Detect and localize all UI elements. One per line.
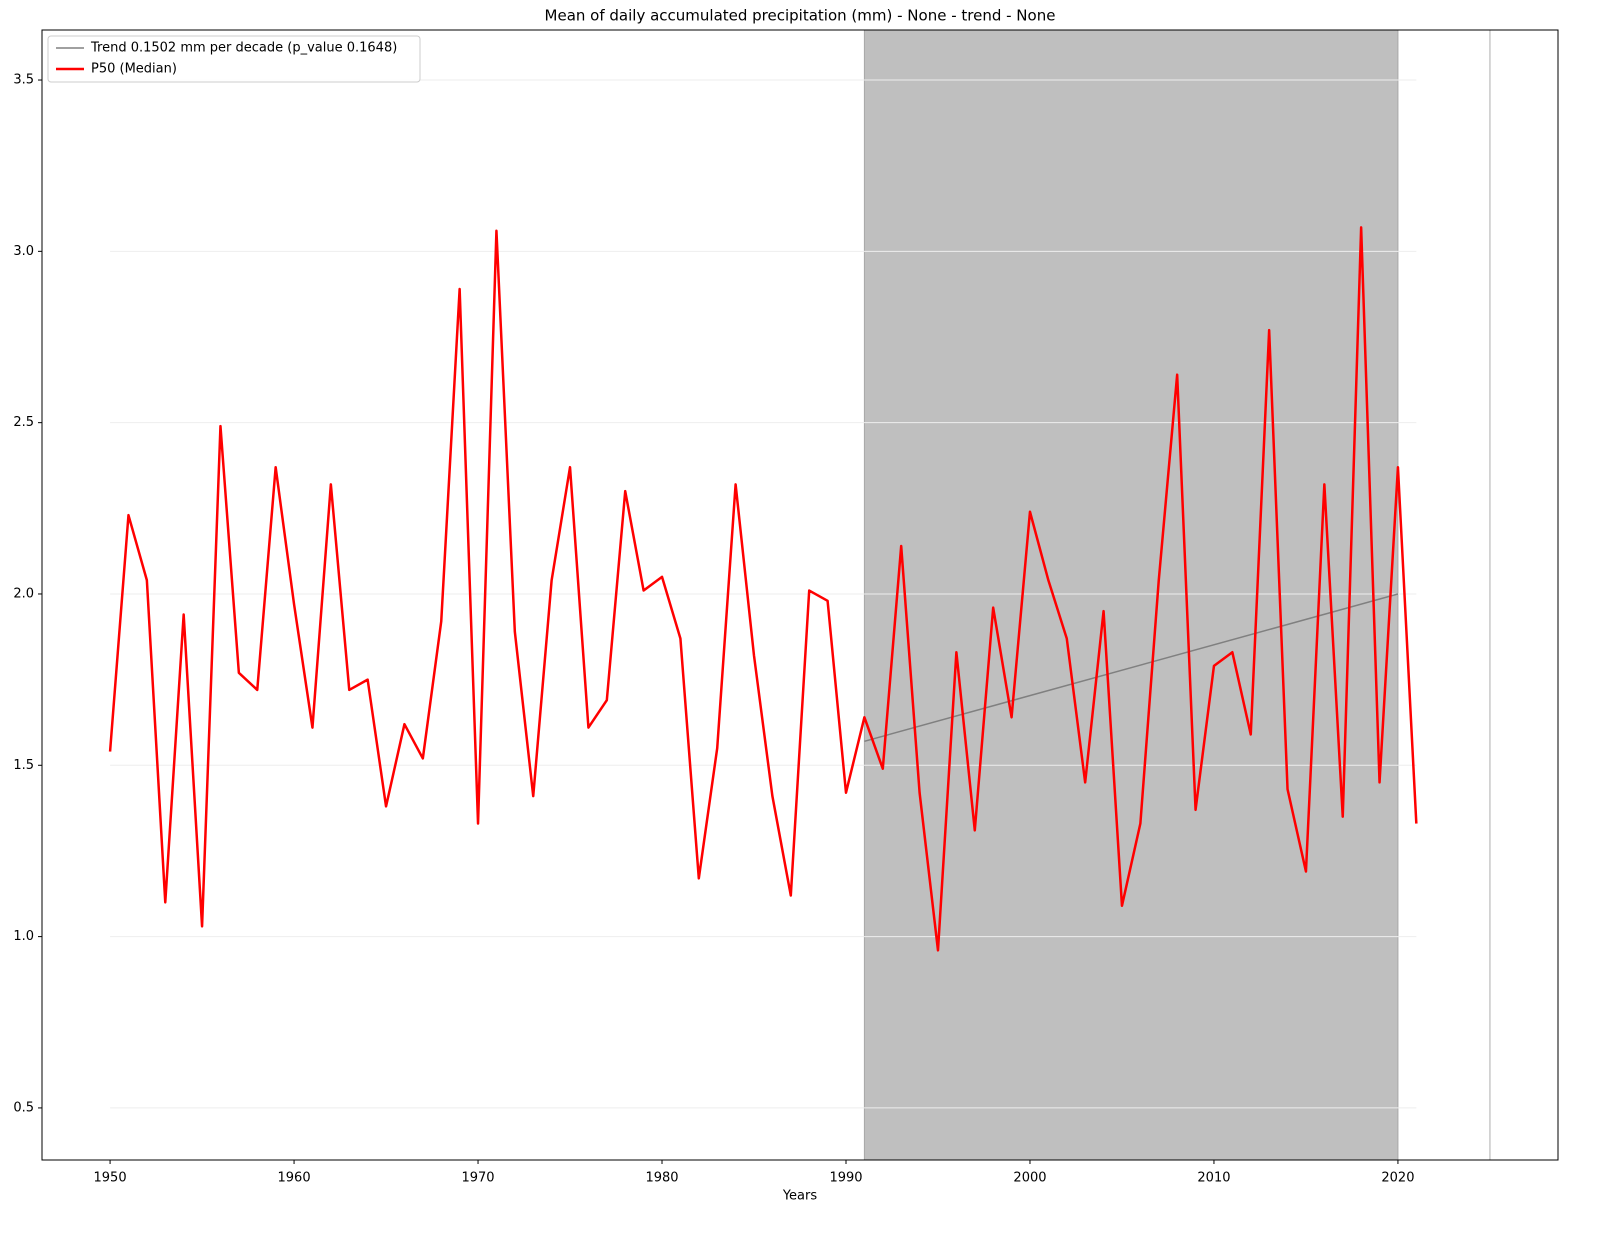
legend-label: P50 (Median) [91,62,177,77]
x-tick-label: 2020 [1381,1171,1414,1186]
x-tick-label: 2010 [1197,1171,1230,1186]
y-tick-label: 1.0 [13,929,34,944]
y-tick-label: 2.0 [13,586,34,601]
shaded-period [863,29,1399,1161]
x-axis-label: Years [782,1189,818,1204]
x-tick-label: 2000 [1013,1171,1046,1186]
x-tick-label: 1960 [278,1171,311,1186]
y-tick-label: 3.5 [13,73,34,88]
y-tick-label: 0.5 [13,1100,34,1115]
y-tick-label: 2.5 [13,415,34,430]
x-tick-label: 1980 [645,1171,678,1186]
data-line [108,226,1418,952]
x-tick-label: 1950 [94,1171,127,1186]
chart-title: Mean of daily accumulated precipitation … [545,7,1056,25]
legend-label: Trend 0.1502 mm per decade (p_value 0.16… [90,41,397,56]
x-tick-label: 1970 [461,1171,494,1186]
legend-box [47,35,421,83]
y-tick-label: 3.0 [13,244,34,259]
x-tick-label: 1990 [829,1171,862,1186]
y-tick-label: 1.5 [13,758,34,773]
plot-frame [41,29,1559,1161]
legend: Trend 0.1502 mm per decade (p_value 0.16… [47,35,421,83]
